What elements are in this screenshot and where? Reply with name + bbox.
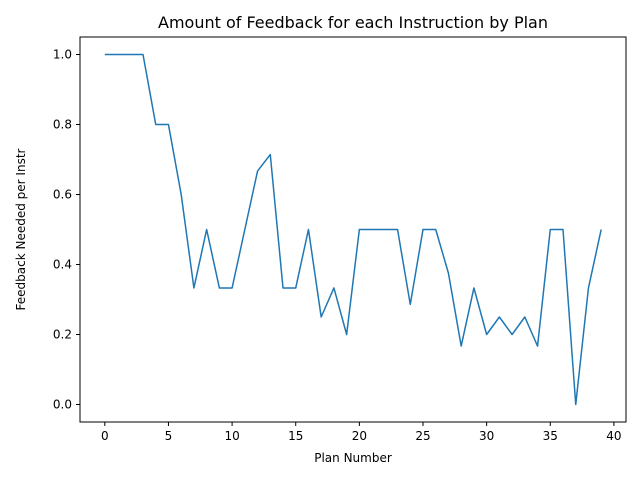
x-tick-label: 40 — [606, 429, 621, 443]
y-tick-label: 0.0 — [53, 398, 72, 412]
y-tick-label: 0.2 — [53, 328, 72, 342]
x-tick-label: 35 — [543, 429, 558, 443]
x-tick-label: 5 — [165, 429, 173, 443]
chart-title: Amount of Feedback for each Instruction … — [158, 13, 548, 32]
x-tick-label: 20 — [352, 429, 367, 443]
x-tick-label: 30 — [479, 429, 494, 443]
series-group — [104, 53, 602, 406]
plot-frame — [79, 36, 627, 423]
y-tick-label: 1.0 — [53, 48, 72, 62]
x-tick-label: 0 — [101, 429, 109, 443]
axis-ticks: 0 5 10 15 20 25 30 35 40 0.0 0.2 0.4 0.6 0.8 1.0 — [53, 48, 622, 444]
x-tick-label: 25 — [415, 429, 430, 443]
y-tick-label: 0.8 — [53, 118, 72, 132]
y-axis-label: Feedback Needed per Instr — [14, 148, 28, 310]
x-axis-label: Plan Number — [314, 451, 392, 465]
x-tick-label: 15 — [288, 429, 303, 443]
x-tick-label: 10 — [224, 429, 239, 443]
series-line — [104, 53, 602, 406]
y-tick-label: 0.4 — [53, 258, 72, 272]
y-tick-label: 0.6 — [53, 188, 72, 202]
